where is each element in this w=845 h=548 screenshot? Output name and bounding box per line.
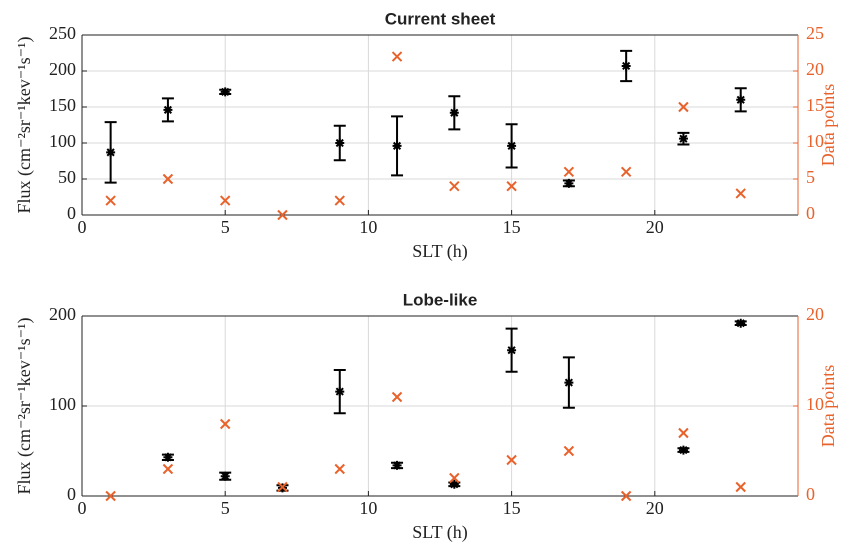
flux-marker bbox=[220, 87, 230, 97]
flux-marker bbox=[678, 134, 688, 144]
y2-tick-label: 10 bbox=[806, 394, 824, 414]
flux-marker bbox=[564, 378, 574, 388]
data-point-marker bbox=[563, 166, 575, 178]
data-point-marker bbox=[449, 472, 460, 484]
x-tick-label: 15 bbox=[503, 217, 521, 237]
x-tick-label: 10 bbox=[359, 498, 377, 518]
x-tick-label: 5 bbox=[221, 217, 230, 237]
y2-tick-label: 5 bbox=[806, 167, 815, 187]
data-point-marker bbox=[219, 195, 231, 206]
y-tick-label: 100 bbox=[49, 131, 76, 151]
flux-marker bbox=[335, 387, 345, 397]
data-point-marker bbox=[735, 188, 746, 199]
y2-tick-label: 20 bbox=[806, 304, 824, 324]
x-axis-label: SLT (h) bbox=[412, 241, 468, 262]
y2-tick-label: 20 bbox=[806, 59, 824, 79]
data-point-marker bbox=[678, 427, 689, 439]
flux-marker bbox=[220, 471, 230, 481]
y-tick-label: 200 bbox=[49, 304, 76, 324]
data-point-marker bbox=[277, 481, 288, 493]
flux-marker bbox=[507, 345, 517, 355]
y-tick-label: 250 bbox=[49, 23, 76, 43]
data-point-marker bbox=[678, 101, 689, 113]
flux-marker bbox=[736, 318, 746, 328]
y-tick-label: 0 bbox=[67, 484, 76, 504]
y-axis-label: Flux (cm⁻²sr⁻¹kev⁻¹s⁻¹) bbox=[14, 317, 35, 494]
data-point-marker bbox=[506, 180, 517, 192]
y2-tick-label: 25 bbox=[806, 23, 824, 43]
x-axis-label: SLT (h) bbox=[412, 522, 468, 543]
data-point-marker bbox=[219, 418, 231, 430]
plot-area bbox=[82, 35, 798, 215]
flux-marker bbox=[449, 108, 459, 118]
flux-marker bbox=[335, 138, 345, 148]
data-point-marker bbox=[277, 209, 288, 221]
chart-title: Lobe-like bbox=[403, 290, 478, 309]
y-tick-label: 200 bbox=[49, 59, 76, 79]
flux-marker bbox=[678, 445, 688, 455]
data-point-marker bbox=[391, 391, 403, 403]
flux-marker bbox=[736, 95, 746, 105]
data-point-marker bbox=[563, 445, 575, 457]
x-tick-label: 0 bbox=[78, 217, 87, 237]
data-point-marker bbox=[334, 463, 345, 475]
x-tick-label: 10 bbox=[359, 217, 377, 237]
y-tick-label: 50 bbox=[58, 167, 76, 187]
x-tick-label: 15 bbox=[503, 498, 521, 518]
data-point-marker bbox=[105, 195, 116, 206]
data-point-marker bbox=[391, 51, 403, 62]
x-tick-label: 0 bbox=[78, 498, 87, 518]
chart-title: Current sheet bbox=[385, 9, 496, 28]
flux-marker bbox=[106, 147, 116, 157]
data-point-marker bbox=[735, 481, 746, 493]
flux-marker bbox=[392, 141, 402, 151]
data-point-marker bbox=[334, 195, 345, 206]
flux-marker bbox=[621, 61, 631, 71]
x-tick-label: 20 bbox=[646, 217, 664, 237]
data-point-marker bbox=[620, 490, 632, 502]
flux-marker bbox=[449, 479, 459, 489]
y-axis-label: Flux (cm⁻²sr⁻¹kev⁻¹s⁻¹) bbox=[14, 36, 35, 213]
y2-tick-label: 0 bbox=[806, 484, 815, 504]
y-tick-label: 0 bbox=[67, 203, 76, 223]
data-point-marker bbox=[105, 490, 116, 502]
flux-marker bbox=[564, 178, 574, 188]
data-point-marker bbox=[506, 454, 517, 466]
y2-axis-label: Data points bbox=[818, 84, 838, 167]
x-tick-label: 20 bbox=[646, 498, 664, 518]
y2-axis-label: Data points bbox=[818, 365, 838, 448]
y-tick-label: 100 bbox=[49, 394, 76, 414]
data-point-marker bbox=[162, 463, 174, 475]
flux-marker bbox=[507, 141, 517, 151]
flux-marker bbox=[392, 460, 402, 470]
flux-marker bbox=[163, 105, 173, 115]
flux-marker bbox=[163, 452, 173, 462]
data-point-marker bbox=[620, 166, 632, 178]
y-tick-label: 150 bbox=[49, 95, 76, 115]
data-point-marker bbox=[162, 173, 174, 185]
y2-tick-label: 0 bbox=[806, 203, 815, 223]
data-point-marker bbox=[449, 180, 460, 192]
y2-tick-label: 10 bbox=[806, 131, 824, 151]
x-tick-label: 5 bbox=[221, 498, 230, 518]
y2-tick-label: 15 bbox=[806, 95, 824, 115]
